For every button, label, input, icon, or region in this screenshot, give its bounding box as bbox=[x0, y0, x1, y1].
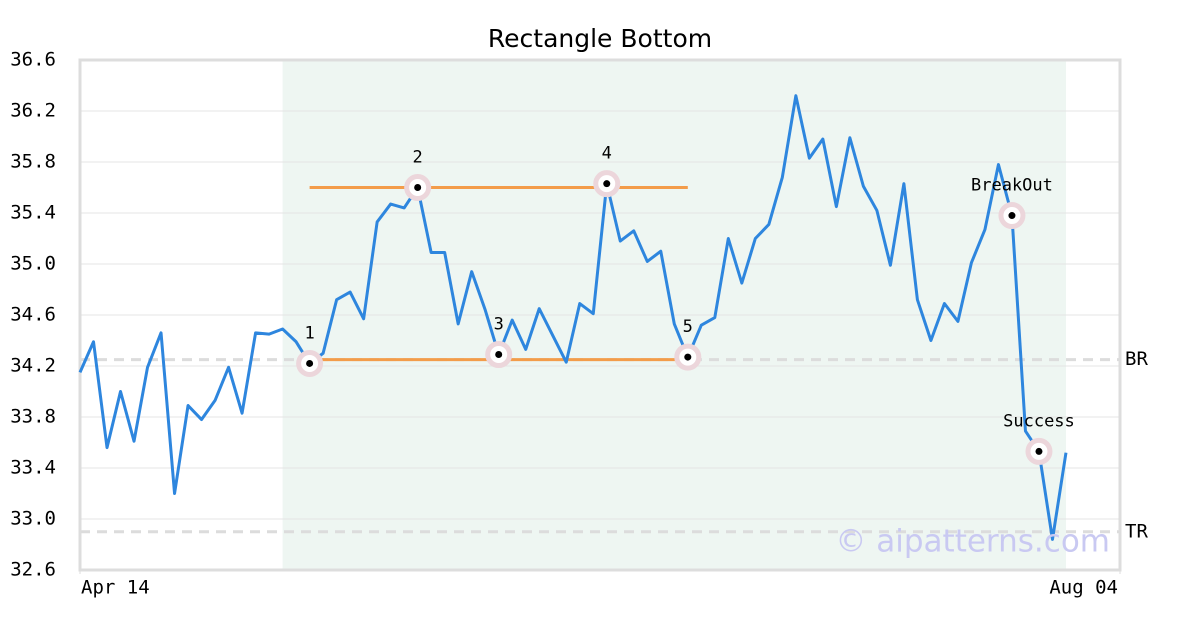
y-tick-label: 35.0 bbox=[10, 253, 56, 275]
level-label: BR bbox=[1125, 348, 1148, 370]
pattern-dot bbox=[684, 353, 692, 361]
y-tick-label: 34.2 bbox=[10, 355, 56, 377]
pattern-dot bbox=[306, 359, 314, 367]
y-tick-label: 35.4 bbox=[10, 202, 56, 224]
pattern-dot bbox=[1008, 212, 1016, 220]
y-tick-label: 33.0 bbox=[10, 508, 56, 530]
y-tick-label: 33.4 bbox=[10, 457, 56, 479]
pattern-dot bbox=[1035, 447, 1043, 455]
chart-title: Rectangle Bottom bbox=[488, 24, 712, 53]
plot-frame bbox=[78, 58, 1122, 572]
annotation-label: 2 bbox=[413, 148, 423, 168]
level-label: TR bbox=[1125, 520, 1148, 542]
price-line bbox=[78, 94, 1068, 541]
annotation-label: 3 bbox=[494, 315, 504, 335]
y-tick-label: 35.8 bbox=[10, 151, 56, 173]
y-tick-label: 36.6 bbox=[10, 49, 56, 71]
pattern-dot bbox=[603, 180, 611, 188]
annotation-label: Success bbox=[1003, 411, 1075, 431]
y-tick-label: 32.6 bbox=[10, 559, 56, 581]
annotation-label: 1 bbox=[304, 323, 314, 343]
annotation-label: 4 bbox=[602, 144, 612, 164]
annotation-label: 5 bbox=[683, 317, 693, 337]
annotation-label: BreakOut bbox=[971, 176, 1053, 196]
x-tick-label: Apr 14 bbox=[81, 577, 150, 599]
y-tick-label: 33.8 bbox=[10, 406, 56, 428]
pattern-dot bbox=[414, 184, 422, 191]
y-tick-label: 36.2 bbox=[10, 100, 56, 122]
x-tick-label: Aug 04 bbox=[1049, 577, 1118, 599]
y-tick-label: 34.6 bbox=[10, 304, 56, 326]
pattern-dot bbox=[495, 351, 503, 359]
watermark: © aipatterns.com bbox=[835, 524, 1110, 560]
